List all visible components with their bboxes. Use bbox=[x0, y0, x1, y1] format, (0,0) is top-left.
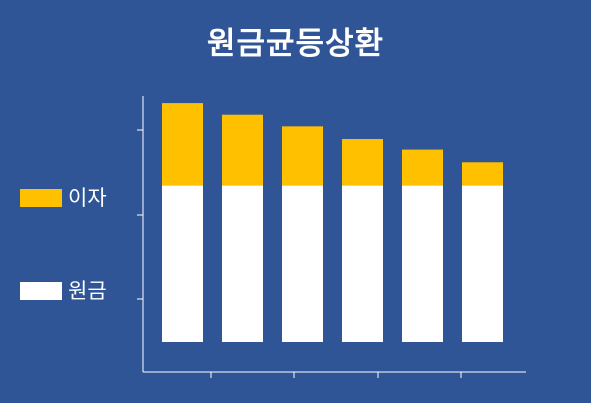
legend-swatch-interest bbox=[20, 189, 62, 207]
y-axis-ticks bbox=[137, 129, 143, 300]
x-axis-ticks bbox=[210, 372, 462, 378]
bar-interest-3 bbox=[282, 126, 323, 186]
legend-item-interest: 이자 bbox=[20, 186, 107, 210]
bar-principal-1 bbox=[162, 185, 203, 342]
legend-label-principal: 원금 bbox=[68, 279, 107, 303]
bar-principal-4 bbox=[342, 185, 383, 342]
chart-title: 원금균등상환 bbox=[206, 26, 385, 62]
bar-principal-3 bbox=[282, 185, 323, 342]
legend-label-interest: 이자 bbox=[68, 186, 107, 210]
bar-interest-6 bbox=[462, 162, 503, 186]
bar-group bbox=[162, 103, 503, 342]
legend-item-principal: 원금 bbox=[20, 279, 107, 303]
legend-swatch-principal bbox=[20, 282, 62, 300]
bar-principal-5 bbox=[402, 185, 443, 342]
bar-interest-5 bbox=[402, 149, 443, 186]
bar-principal-6 bbox=[462, 185, 503, 342]
bar-interest-4 bbox=[342, 139, 383, 186]
bar-interest-1 bbox=[162, 103, 203, 186]
bar-interest-2 bbox=[222, 114, 263, 186]
bar-principal-2 bbox=[222, 185, 263, 342]
